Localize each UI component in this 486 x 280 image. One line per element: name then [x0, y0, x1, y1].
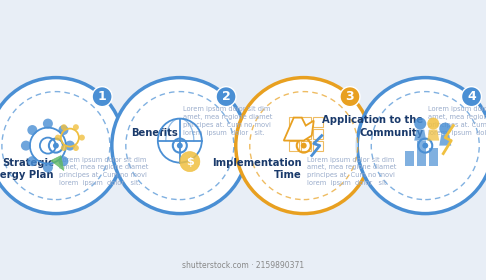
Circle shape — [173, 139, 187, 153]
Circle shape — [0, 78, 124, 214]
Circle shape — [53, 143, 59, 148]
Text: Lorem ipsum dolor sit dim
amet, mea regione diamet
principes at. Cum no movi
lor: Lorem ipsum dolor sit dim amet, mea regi… — [428, 106, 486, 136]
Bar — [313, 129, 323, 139]
Polygon shape — [439, 135, 451, 146]
Circle shape — [92, 87, 112, 107]
Polygon shape — [414, 130, 426, 141]
Circle shape — [301, 143, 307, 148]
Circle shape — [180, 151, 200, 172]
Polygon shape — [51, 156, 64, 171]
Circle shape — [61, 145, 67, 151]
Text: Application to the
Community: Application to the Community — [322, 115, 423, 137]
Circle shape — [250, 92, 358, 200]
Bar — [313, 141, 323, 151]
Circle shape — [73, 145, 79, 151]
Text: Implementation
Time: Implementation Time — [212, 158, 302, 180]
Ellipse shape — [232, 137, 375, 174]
Circle shape — [79, 135, 85, 141]
Circle shape — [462, 87, 482, 107]
Circle shape — [126, 92, 234, 200]
Bar — [301, 129, 311, 139]
Text: 2: 2 — [222, 90, 230, 103]
Circle shape — [58, 125, 69, 135]
Text: 3: 3 — [346, 90, 354, 103]
Circle shape — [58, 156, 69, 166]
Circle shape — [49, 139, 63, 153]
Circle shape — [43, 119, 53, 129]
Bar — [417, 141, 426, 165]
Bar — [429, 148, 438, 165]
Text: Lorem ipsum dolor sit dim
amet, mea regione diamet
principes at. Cum no movi
lor: Lorem ipsum dolor sit dim amet, mea regi… — [307, 157, 396, 186]
Circle shape — [371, 92, 479, 200]
Polygon shape — [284, 118, 314, 141]
Circle shape — [21, 141, 31, 151]
Text: Lorem ipsum dolor sit dim
amet, mea regione diamet
principes at. Cum no movi
lor: Lorem ipsum dolor sit dim amet, mea regi… — [183, 106, 272, 136]
Text: shutterstock.com · 2159890371: shutterstock.com · 2159890371 — [182, 261, 304, 270]
Circle shape — [422, 143, 428, 148]
Circle shape — [177, 143, 183, 148]
Circle shape — [2, 92, 110, 200]
Circle shape — [439, 123, 451, 135]
Text: 1: 1 — [98, 90, 106, 103]
Polygon shape — [427, 130, 439, 141]
Text: 4: 4 — [467, 90, 476, 103]
Text: Lorem ipsum dolor sit dim
amet, mea regione diamet
principes at. Cum no movi
lor: Lorem ipsum dolor sit dim amet, mea regi… — [59, 157, 148, 186]
Circle shape — [297, 139, 311, 153]
Circle shape — [340, 87, 360, 107]
Circle shape — [61, 124, 67, 130]
Ellipse shape — [354, 137, 486, 174]
Bar — [301, 116, 311, 127]
Ellipse shape — [0, 137, 127, 174]
Circle shape — [216, 87, 236, 107]
Text: $: $ — [186, 157, 194, 167]
Bar — [289, 116, 299, 127]
Text: Strategic
Energy Plan: Strategic Energy Plan — [0, 158, 54, 180]
Circle shape — [418, 139, 432, 153]
Bar — [289, 129, 299, 139]
Circle shape — [43, 163, 53, 172]
Circle shape — [414, 118, 426, 130]
Bar — [405, 151, 414, 165]
Circle shape — [27, 156, 37, 166]
Ellipse shape — [108, 137, 251, 174]
Bar — [313, 116, 323, 127]
Circle shape — [427, 118, 439, 130]
Circle shape — [112, 78, 248, 214]
Circle shape — [357, 78, 486, 214]
Circle shape — [73, 124, 79, 130]
Circle shape — [65, 141, 75, 151]
Text: Benefits: Benefits — [131, 128, 178, 137]
Circle shape — [236, 78, 372, 214]
Bar — [289, 141, 299, 151]
Circle shape — [55, 135, 61, 141]
Bar — [301, 141, 311, 151]
Circle shape — [27, 125, 37, 135]
